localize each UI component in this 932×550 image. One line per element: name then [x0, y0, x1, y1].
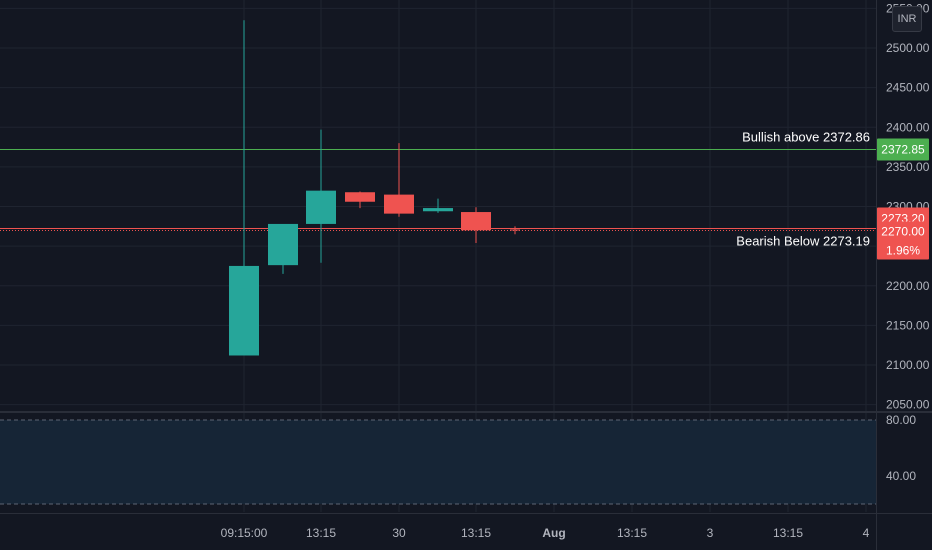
indicator-tick-label: 80.00	[886, 413, 916, 427]
price-tick-label: 2400.00	[886, 120, 930, 134]
time-tick-label: 13:15	[773, 526, 803, 540]
time-tick-label: 30	[392, 526, 406, 540]
candle-body	[423, 208, 453, 212]
signal-line-label: Bullish above 2372.86	[742, 130, 870, 145]
time-tick-label: 09:15:00	[221, 526, 268, 540]
candle-body	[306, 190, 336, 224]
price-tick-label: 2450.00	[886, 81, 930, 95]
candles	[229, 20, 520, 356]
indicator-pane	[0, 419, 876, 505]
candle-body	[268, 223, 298, 266]
price-tick-label: 2200.00	[886, 279, 930, 293]
candle-body	[345, 192, 375, 202]
time-tick-label: 3	[707, 526, 714, 540]
indicator-tick-label: 40.00	[886, 469, 916, 483]
last-price-change-text: 1.96%	[886, 244, 920, 258]
candle-body	[510, 229, 520, 231]
signal-price-badge-text: 2372.85	[881, 143, 925, 157]
signal-line-label: Bearish Below 2273.19	[736, 234, 870, 249]
indicator-band	[0, 420, 876, 504]
currency-badge[interactable]: INR	[892, 6, 922, 32]
price-tick-label: 2350.00	[886, 160, 930, 174]
time-tick-label: 4	[863, 526, 870, 540]
price-tick-label: 2150.00	[886, 318, 930, 332]
time-tick-label: 13:15	[306, 526, 336, 540]
price-tick-label: 2050.00	[886, 398, 930, 412]
candle-body	[229, 265, 259, 356]
signal-price-badge	[877, 138, 929, 161]
last-price-badge	[877, 221, 929, 260]
candle-body	[384, 194, 414, 214]
axes: 2550.002500.002450.002400.002350.002300.…	[221, 1, 930, 540]
candle-body	[461, 212, 491, 231]
time-tick-label: 13:15	[617, 526, 647, 540]
price-lines: Bullish above 2372.86 Bearish Below 2273.…	[0, 130, 876, 249]
price-tick-label: 2500.00	[886, 41, 930, 55]
time-tick-label: Aug	[542, 526, 565, 540]
time-tick-label: 13:15	[461, 526, 491, 540]
last-price-badge-text: 2270.00	[881, 225, 925, 239]
price-tick-label: 2100.00	[886, 358, 930, 372]
